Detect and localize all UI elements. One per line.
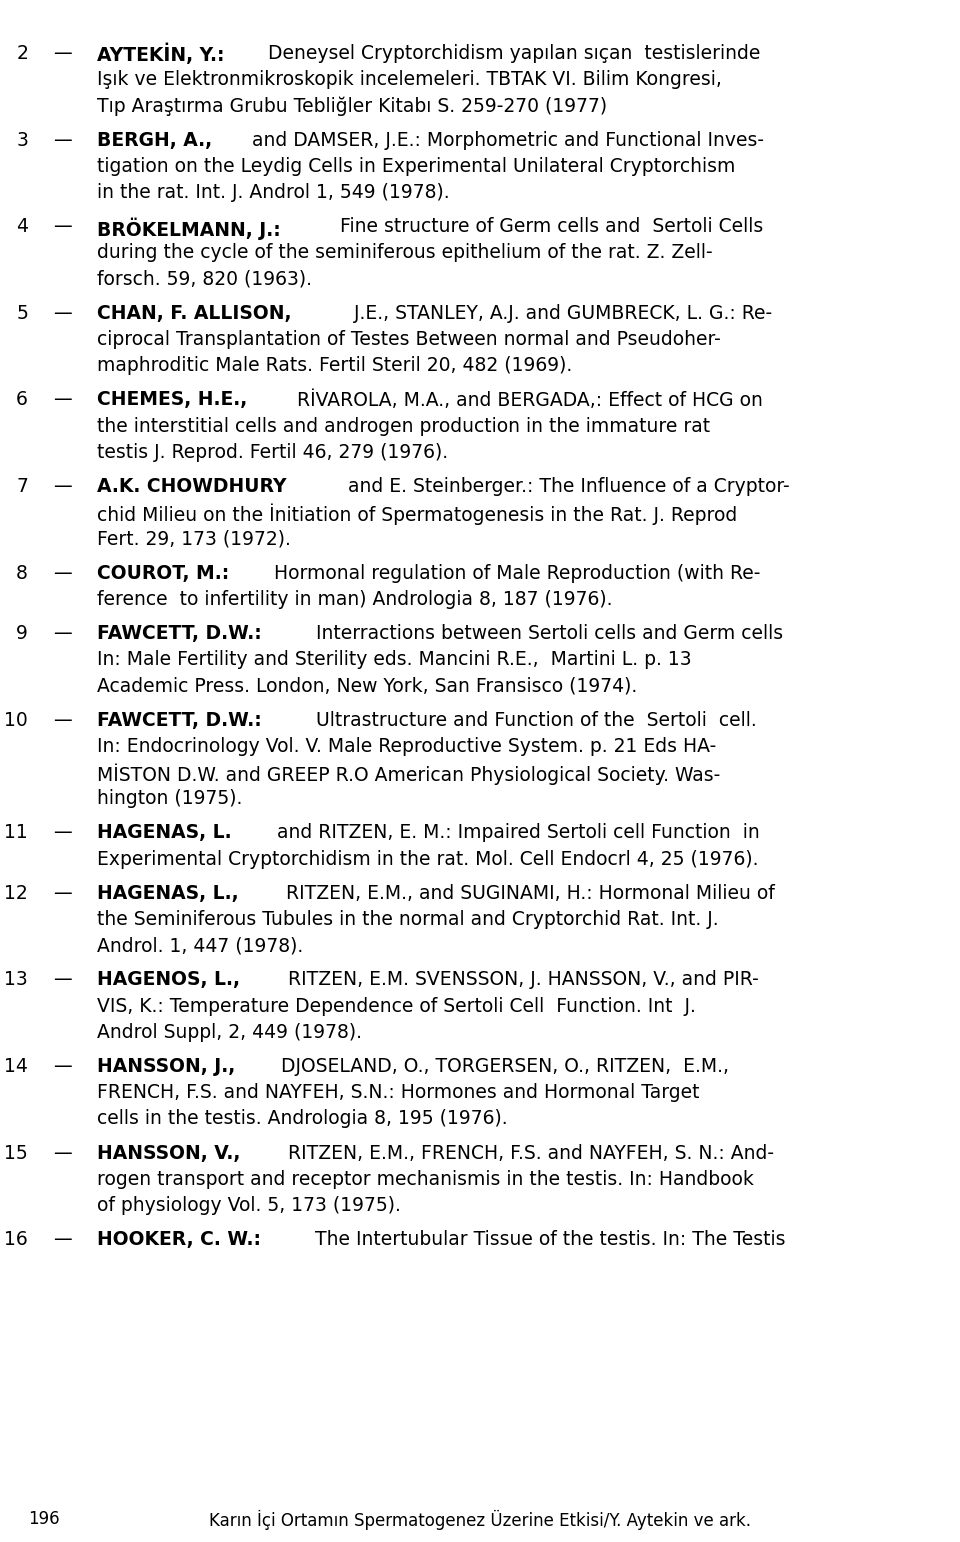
Text: 14: 14 xyxy=(4,1056,28,1076)
Text: CHEMES, H.E.,: CHEMES, H.E., xyxy=(97,390,248,409)
Text: 6: 6 xyxy=(16,390,28,409)
Text: RİVAROLA, M.A., and BERGADA,: Effect of HCG on: RİVAROLA, M.A., and BERGADA,: Effect of … xyxy=(291,390,763,410)
Text: —: — xyxy=(53,476,71,497)
Text: —: — xyxy=(53,563,71,583)
Text: hington (1975).: hington (1975). xyxy=(97,790,242,808)
Text: 10: 10 xyxy=(4,711,28,729)
Text: in the rat. Int. J. Androl 1, 549 (1978).: in the rat. Int. J. Androl 1, 549 (1978)… xyxy=(97,183,449,202)
Text: 196: 196 xyxy=(28,1510,60,1528)
Text: Fine structure of Germ cells and  Sertoli Cells: Fine structure of Germ cells and Sertoli… xyxy=(334,217,763,236)
Text: HANSSON, J.,: HANSSON, J., xyxy=(97,1056,235,1076)
Text: cells in the testis. Andrologia 8, 195 (1976).: cells in the testis. Andrologia 8, 195 (… xyxy=(97,1109,508,1129)
Text: 8: 8 xyxy=(16,563,28,583)
Text: 13: 13 xyxy=(4,970,28,990)
Text: the Seminiferous Tubules in the normal and Cryptorchid Rat. Int. J.: the Seminiferous Tubules in the normal a… xyxy=(97,910,719,928)
Text: Interractions between Sertoli cells and Germ cells: Interractions between Sertoli cells and … xyxy=(309,625,782,643)
Text: —: — xyxy=(53,131,71,150)
Text: In: Endocrinology Vol. V. Male Reproductive System. p. 21 Eds HA-: In: Endocrinology Vol. V. Male Reproduct… xyxy=(97,737,716,756)
Text: Androl. 1, 447 (1978).: Androl. 1, 447 (1978). xyxy=(97,936,303,954)
Text: A.K. CHOWDHURY: A.K. CHOWDHURY xyxy=(97,476,286,497)
Text: Işık ve Elektronmikroskopik incelemeleri. TBTAK VI. Bilim Kongresi,: Işık ve Elektronmikroskopik incelemeleri… xyxy=(97,71,722,89)
Text: 11: 11 xyxy=(4,823,28,842)
Text: DJOSELAND, O., TORGERSEN, O., RITZEN,  E.M.,: DJOSELAND, O., TORGERSEN, O., RITZEN, E.… xyxy=(276,1056,730,1076)
Text: 5: 5 xyxy=(16,304,28,322)
Text: —: — xyxy=(53,1231,71,1249)
Text: BERGH, A.,: BERGH, A., xyxy=(97,131,212,150)
Text: —: — xyxy=(53,711,71,729)
Text: 4: 4 xyxy=(16,217,28,236)
Text: RITZEN, E.M. SVENSSON, J. HANSSON, V., and PIR-: RITZEN, E.M. SVENSSON, J. HANSSON, V., a… xyxy=(281,970,758,990)
Text: —: — xyxy=(53,1144,71,1163)
Text: HAGENAS, L.: HAGENAS, L. xyxy=(97,823,231,842)
Text: forsch. 59, 820 (1963).: forsch. 59, 820 (1963). xyxy=(97,270,312,288)
Text: and DAMSER, J.E.: Morphometric and Functional Inves-: and DAMSER, J.E.: Morphometric and Funct… xyxy=(246,131,763,150)
Text: —: — xyxy=(53,970,71,990)
Text: 16: 16 xyxy=(4,1231,28,1249)
Text: ciprocal Transplantation of Testes Between normal and Pseudoher-: ciprocal Transplantation of Testes Betwe… xyxy=(97,330,721,348)
Text: J.E., STANLEY, A.J. and GUMBRECK, L. G.: Re-: J.E., STANLEY, A.J. and GUMBRECK, L. G.:… xyxy=(348,304,772,322)
Text: FAWCETT, D.W.:: FAWCETT, D.W.: xyxy=(97,711,262,729)
Text: VIS, K.: Temperature Dependence of Sertoli Cell  Function. Int  J.: VIS, K.: Temperature Dependence of Serto… xyxy=(97,996,696,1016)
Text: In: Male Fertility and Sterility eds. Mancini R.E.,  Martini L. p. 13: In: Male Fertility and Sterility eds. Ma… xyxy=(97,651,691,669)
Text: of physiology Vol. 5, 173 (1975).: of physiology Vol. 5, 173 (1975). xyxy=(97,1197,401,1215)
Text: Experimental Cryptorchidism in the rat. Mol. Cell Endocrl 4, 25 (1976).: Experimental Cryptorchidism in the rat. … xyxy=(97,850,758,868)
Text: tigation on the Leydig Cells in Experimental Unilateral Cryptorchism: tigation on the Leydig Cells in Experime… xyxy=(97,157,735,176)
Text: HAGENAS, L.,: HAGENAS, L., xyxy=(97,884,239,902)
Text: Karın İçi Ortamın Spermatogenez Üzerine Etkisi/Y. Aytekin ve ark.: Karın İçi Ortamın Spermatogenez Üzerine … xyxy=(209,1510,751,1530)
Text: 2: 2 xyxy=(16,45,28,63)
Text: —: — xyxy=(53,217,71,236)
Text: —: — xyxy=(53,1056,71,1076)
Text: Academic Press. London, New York, San Fransisco (1974).: Academic Press. London, New York, San Fr… xyxy=(97,677,637,695)
Text: COUROT, M.:: COUROT, M.: xyxy=(97,563,229,583)
Text: —: — xyxy=(53,304,71,322)
Text: and E. Steinberger.: The Influence of a Cryptor-: and E. Steinberger.: The Influence of a … xyxy=(342,476,789,497)
Text: —: — xyxy=(53,45,71,63)
Text: RITZEN, E.M., and SUGINAMI, H.: Hormonal Milieu of: RITZEN, E.M., and SUGINAMI, H.: Hormonal… xyxy=(279,884,775,902)
Text: 9: 9 xyxy=(16,625,28,643)
Text: chid Milieu on the İnitiation of Spermatogenesis in the Rat. J. Reprod: chid Milieu on the İnitiation of Spermat… xyxy=(97,503,737,524)
Text: Ultrastructure and Function of the  Sertoli  cell.: Ultrastructure and Function of the Serto… xyxy=(309,711,756,729)
Text: Deneysel Cryptorchidism yapılan sıçan  testislerinde: Deneysel Cryptorchidism yapılan sıçan te… xyxy=(261,45,760,63)
Text: —: — xyxy=(53,884,71,902)
Text: testis J. Reprod. Fertil 46, 279 (1976).: testis J. Reprod. Fertil 46, 279 (1976). xyxy=(97,443,448,461)
Text: RITZEN, E.M., FRENCH, F.S. and NAYFEH, S. N.: And-: RITZEN, E.M., FRENCH, F.S. and NAYFEH, S… xyxy=(282,1144,774,1163)
Text: during the cycle of the seminiferous epithelium of the rat. Z. Zell-: during the cycle of the seminiferous epi… xyxy=(97,244,712,262)
Text: FAWCETT, D.W.:: FAWCETT, D.W.: xyxy=(97,625,262,643)
Text: BRÖKELMANN, J.:: BRÖKELMANN, J.: xyxy=(97,217,280,239)
Text: CHAN, F. ALLISON,: CHAN, F. ALLISON, xyxy=(97,304,292,322)
Text: 7: 7 xyxy=(16,476,28,497)
Text: 3: 3 xyxy=(16,131,28,150)
Text: maphroditic Male Rats. Fertil Steril 20, 482 (1969).: maphroditic Male Rats. Fertil Steril 20,… xyxy=(97,356,572,375)
Text: AYTEKİN, Y.:: AYTEKİN, Y.: xyxy=(97,45,225,65)
Text: HANSSON, V.,: HANSSON, V., xyxy=(97,1144,240,1163)
Text: The Intertubular Tissue of the testis. In: The Testis: The Intertubular Tissue of the testis. I… xyxy=(308,1231,785,1249)
Text: HAGENOS, L.,: HAGENOS, L., xyxy=(97,970,240,990)
Text: —: — xyxy=(53,625,71,643)
Text: Androl Suppl, 2, 449 (1978).: Androl Suppl, 2, 449 (1978). xyxy=(97,1022,362,1042)
Text: HOOKER, C. W.:: HOOKER, C. W.: xyxy=(97,1231,261,1249)
Text: FRENCH, F.S. and NAYFEH, S.N.: Hormones and Hormonal Target: FRENCH, F.S. and NAYFEH, S.N.: Hormones … xyxy=(97,1082,700,1103)
Text: 15: 15 xyxy=(4,1144,28,1163)
Text: Tıp Araştırma Grubu Tebliğler Kitabı S. 259-270 (1977): Tıp Araştırma Grubu Tebliğler Kitabı S. … xyxy=(97,97,607,116)
Text: MİSTON D.W. and GREEP R.O American Physiological Society. Was-: MİSTON D.W. and GREEP R.O American Physi… xyxy=(97,763,720,785)
Text: Hormonal regulation of Male Reproduction (with Re-: Hormonal regulation of Male Reproduction… xyxy=(268,563,760,583)
Text: —: — xyxy=(53,823,71,842)
Text: Fert. 29, 173 (1972).: Fert. 29, 173 (1972). xyxy=(97,529,291,549)
Text: —: — xyxy=(53,390,71,409)
Text: and RITZEN, E. M.: Impaired Sertoli cell Function  in: and RITZEN, E. M.: Impaired Sertoli cell… xyxy=(271,823,759,842)
Text: ference  to infertility in man) Andrologia 8, 187 (1976).: ference to infertility in man) Andrologi… xyxy=(97,589,612,609)
Text: rogen transport and receptor mechanismis in the testis. In: Handbook: rogen transport and receptor mechanismis… xyxy=(97,1170,754,1189)
Text: 12: 12 xyxy=(4,884,28,902)
Text: the interstitial cells and androgen production in the immature rat: the interstitial cells and androgen prod… xyxy=(97,416,710,435)
